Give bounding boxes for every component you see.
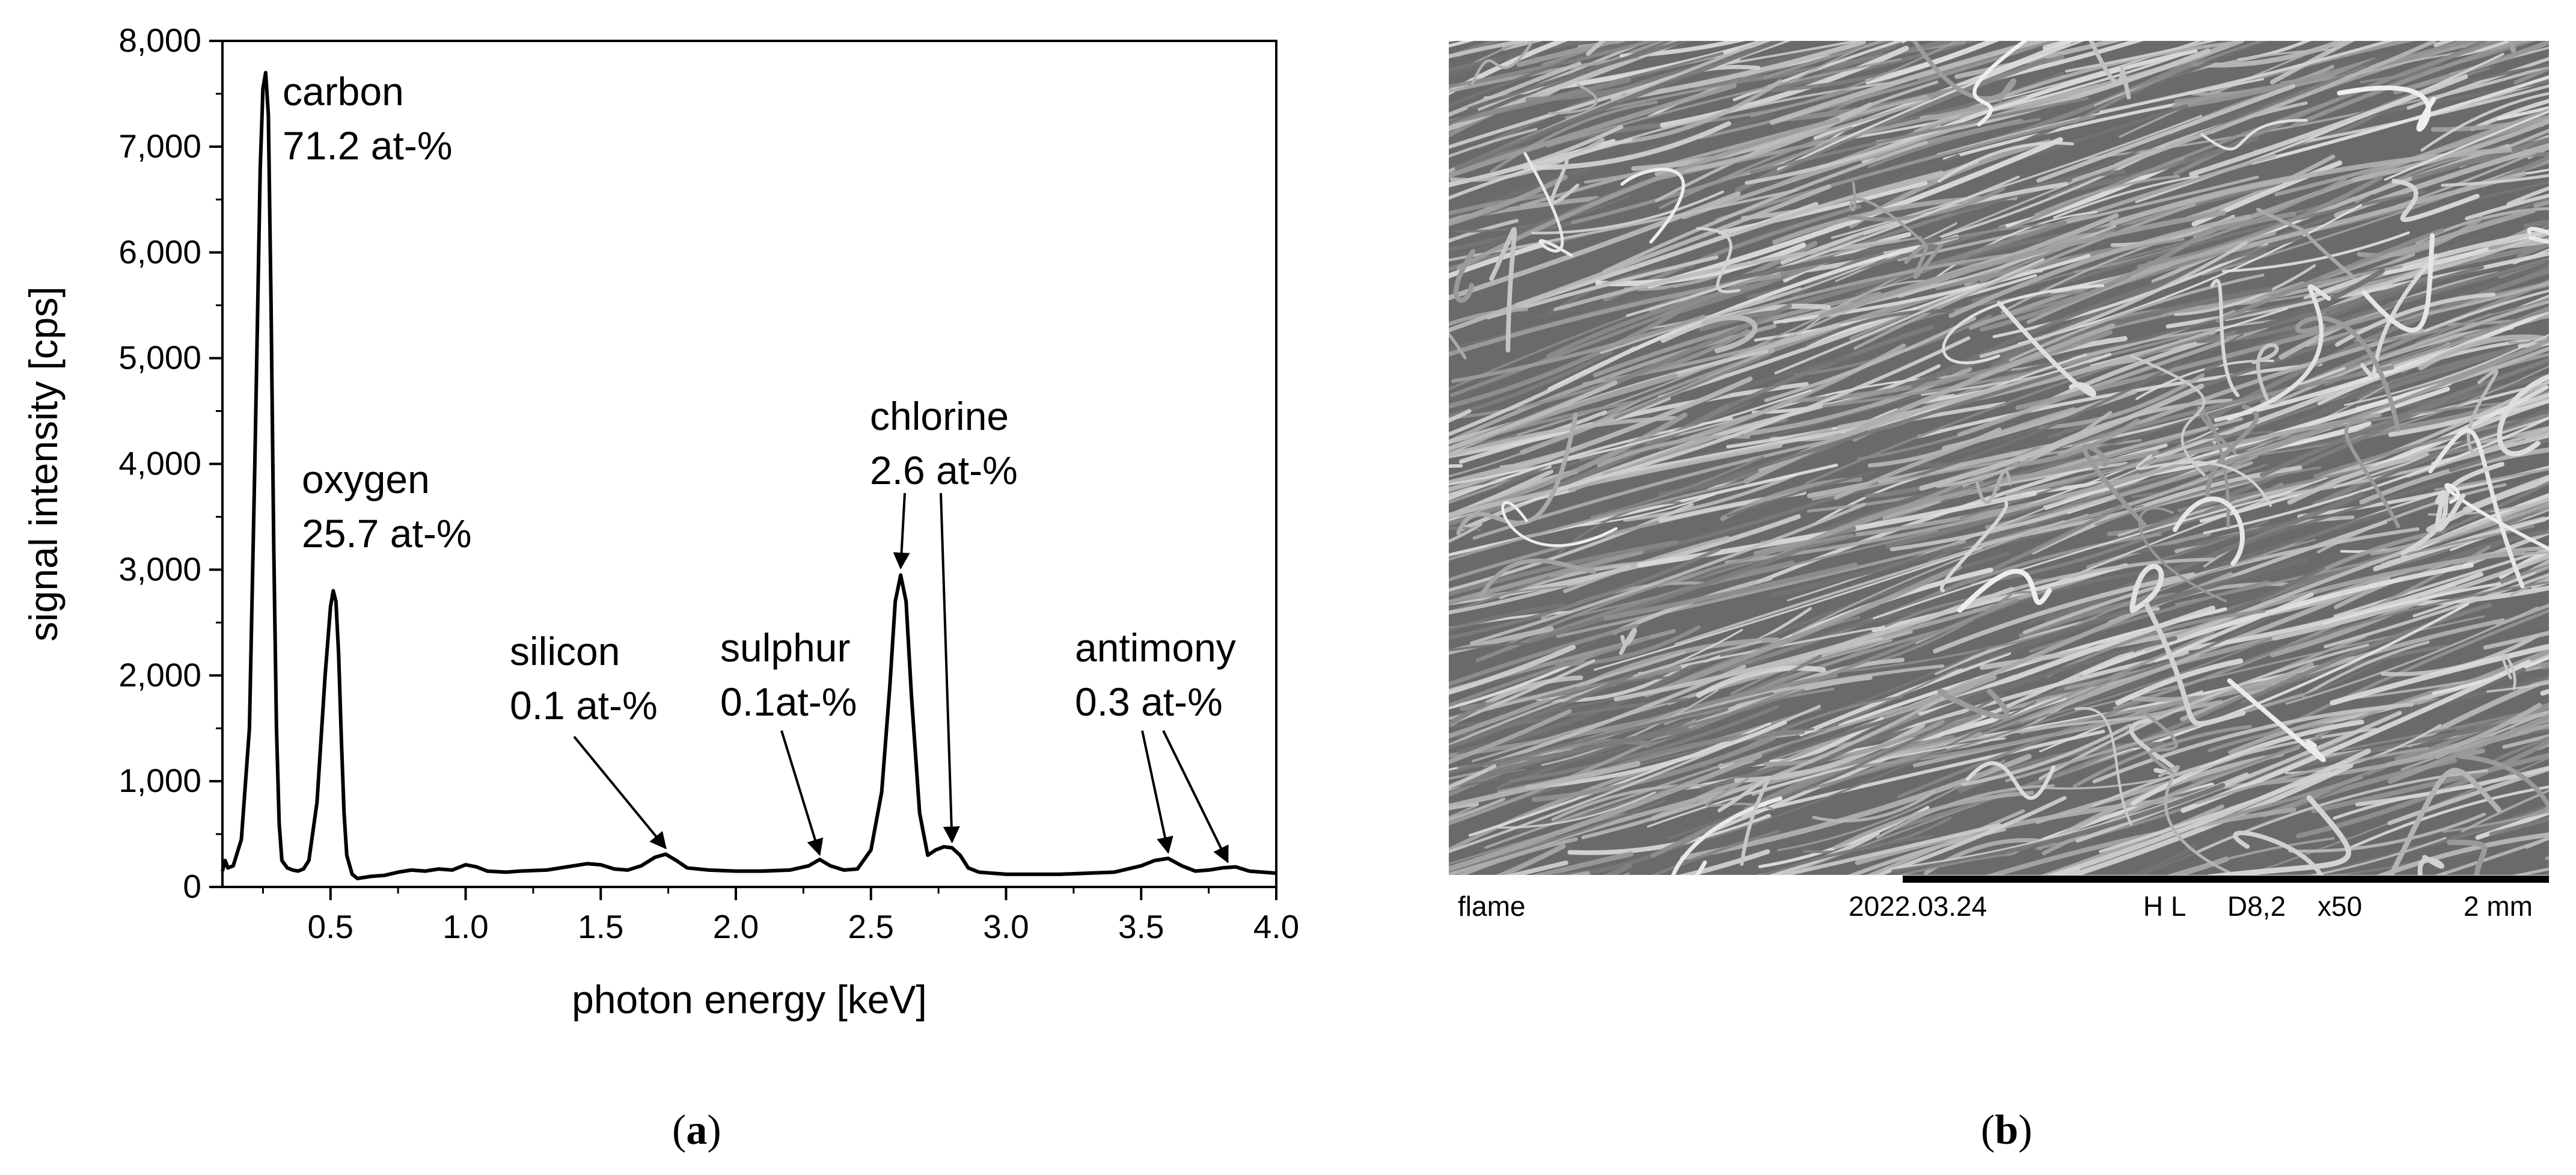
sem-magnification: x50 [2317, 891, 2363, 922]
annotation-element: antimony [1075, 625, 1236, 670]
annotation-element: chlorine [870, 394, 1009, 438]
x-tick-label: 1.5 [578, 908, 623, 945]
annotation-element: silicon [510, 629, 620, 673]
sem-scale-label: 2 mm [2464, 891, 2533, 922]
x-tick-label: 0.5 [308, 908, 353, 945]
sem-scale-bar [1903, 876, 2549, 883]
y-tick-label: 0 [183, 868, 201, 905]
annotation-element: carbon [283, 69, 404, 114]
annotation-element: sulphur [720, 625, 850, 670]
y-tick-label: 1,000 [118, 762, 201, 799]
y-tick-label: 3,000 [118, 550, 201, 588]
x-tick-label: 2.0 [713, 908, 759, 945]
x-tick-label: 1.0 [442, 908, 488, 945]
spectrum-line [221, 70, 1277, 880]
x-tick-label: 4.0 [1253, 908, 1299, 945]
y-tick-label: 4,000 [118, 445, 201, 482]
panel-label-b: (b) [1981, 1107, 2033, 1153]
annotation-arrow [1162, 730, 1229, 864]
annotation-percent: 0.1 at-% [510, 683, 658, 728]
annotation-arrow [940, 492, 960, 844]
sem-distance: D8,2 [2227, 891, 2286, 922]
annotation-arrow [1141, 730, 1173, 854]
annotation-percent: 0.3 at-% [1075, 680, 1223, 724]
panel-label-a: (a) [672, 1107, 721, 1153]
y-tick-label: 5,000 [118, 339, 201, 376]
sem-date: 2022.03.24 [1849, 891, 1987, 922]
annotation-arrow [893, 492, 910, 569]
panel-label-b-text: b [1995, 1107, 2019, 1153]
sem-fiber-texture [1449, 41, 2549, 875]
annotation-element: oxygen [302, 457, 430, 502]
panel-label-a-text: a [686, 1107, 708, 1153]
annotation-arrow [780, 730, 824, 856]
y-tick-label: 2,000 [118, 656, 201, 693]
y-tick-label: 8,000 [118, 22, 201, 59]
y-axis-label: signal intensity [cps] [21, 286, 66, 642]
x-axis-label: photon energy [keV] [572, 977, 927, 1022]
annotation-percent: 25.7 at-% [302, 511, 472, 556]
x-tick-label: 2.5 [848, 908, 894, 945]
annotation-percent: 0.1at-% [720, 680, 857, 724]
annotation-percent: 71.2 at-% [283, 123, 453, 168]
annotation-percent: 2.6 at-% [870, 448, 1018, 492]
x-tick-label: 3.0 [983, 908, 1029, 945]
x-tick-label: 3.5 [1118, 908, 1164, 945]
y-tick-label: 6,000 [118, 233, 201, 271]
sem-micrograph [1449, 41, 2549, 875]
sem-sample-name: flame [1458, 891, 1526, 922]
annotation-arrow [573, 735, 667, 850]
y-tick-label: 7,000 [118, 127, 201, 165]
sem-mode: H L [2143, 891, 2186, 922]
